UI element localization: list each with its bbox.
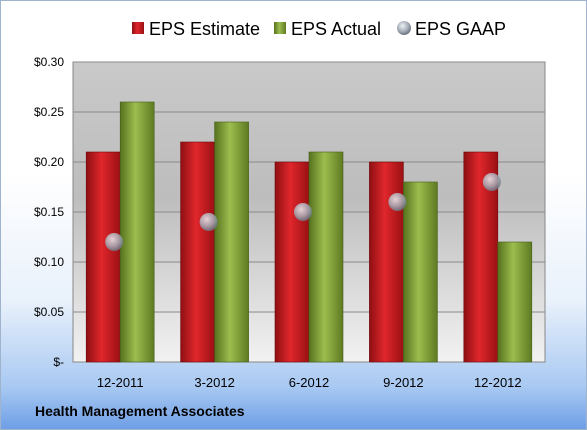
bars [85, 101, 533, 363]
point-eps-gaap [199, 213, 218, 231]
gaap-points [105, 173, 501, 251]
point-eps-gaap [388, 193, 407, 211]
legend-swatch [132, 22, 144, 34]
legend-swatch [274, 22, 286, 34]
point-eps-gaap [294, 203, 312, 221]
point-eps-gaap [482, 173, 501, 191]
y-tick-label: $0.05 [34, 305, 64, 319]
y-tick-label: $0.10 [34, 255, 64, 269]
bar-eps-estimate [180, 141, 215, 363]
bar-eps-actual [403, 181, 438, 363]
y-tick-label: $0.25 [34, 105, 64, 119]
y-axis-ticks: $- $0.05 $0.10 $0.15 $0.20 $0.25 $0.30 [34, 55, 64, 369]
y-tick-label: $- [53, 355, 64, 369]
legend-label: EPS Actual [291, 19, 381, 39]
bar-eps-estimate [274, 161, 310, 363]
x-tick-label: 3-2012 [194, 375, 234, 390]
bar-eps-actual [214, 121, 249, 363]
y-tick-label: $0.30 [34, 55, 64, 69]
bar-eps-actual [119, 101, 155, 363]
legend-label: EPS GAAP [415, 19, 506, 39]
bar-eps-estimate [369, 161, 404, 363]
point-eps-gaap [105, 233, 124, 251]
x-tick-label: 12-2011 [97, 375, 144, 390]
legend-swatch [397, 21, 411, 35]
x-tick-label: 12-2012 [474, 375, 522, 390]
legend-label: EPS Estimate [149, 19, 260, 39]
x-tick-label: 9-2012 [383, 375, 423, 390]
y-tick-label: $0.15 [34, 205, 64, 219]
company-name: Health Management Associates [35, 403, 245, 419]
x-tick-label: 6-2012 [289, 375, 329, 390]
bar-eps-estimate [85, 151, 121, 363]
legend: EPS Estimate EPS Actual EPS GAAP [132, 19, 506, 39]
x-axis-labels: 12-2011 3-2012 6-2012 9-2012 12-2012 [97, 375, 522, 390]
bar-eps-actual [497, 241, 533, 363]
bar-eps-actual [308, 151, 344, 363]
y-tick-label: $0.20 [34, 155, 64, 169]
